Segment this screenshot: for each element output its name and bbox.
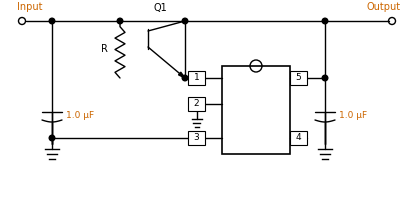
- Circle shape: [117, 18, 123, 24]
- Circle shape: [49, 135, 55, 141]
- Text: 1.0 μF: 1.0 μF: [339, 111, 367, 121]
- Bar: [222, 66, 290, 154]
- Bar: [290, 131, 307, 145]
- Text: Q1: Q1: [153, 3, 167, 13]
- Circle shape: [49, 18, 55, 24]
- Polygon shape: [178, 72, 185, 78]
- Text: 1.0 μF: 1.0 μF: [66, 111, 94, 121]
- Bar: [188, 71, 205, 85]
- Circle shape: [182, 18, 188, 24]
- Text: Input: Input: [17, 2, 43, 12]
- Circle shape: [182, 75, 188, 81]
- Text: 1: 1: [193, 73, 199, 83]
- Text: 5: 5: [296, 73, 301, 83]
- Bar: [188, 97, 205, 111]
- Text: Output: Output: [367, 2, 401, 12]
- Bar: [188, 131, 205, 145]
- Text: R: R: [101, 44, 108, 54]
- Bar: [290, 71, 307, 85]
- Text: 4: 4: [296, 133, 301, 143]
- Text: 2: 2: [194, 100, 199, 108]
- Text: 3: 3: [193, 133, 199, 143]
- Circle shape: [322, 18, 328, 24]
- Circle shape: [322, 75, 328, 81]
